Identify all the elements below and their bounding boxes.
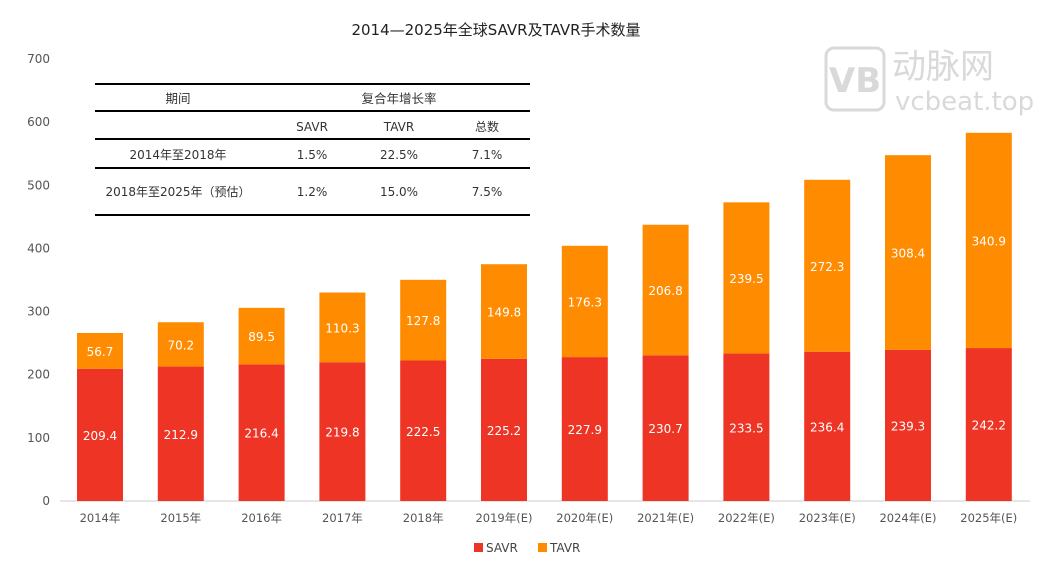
bar-savr [642,355,689,501]
data-label-savr: 209.4 [83,429,117,443]
y-tick-label: 500 [27,178,50,192]
legend-label-savr: SAVR [486,541,518,555]
bar-savr [723,353,770,501]
bar-savr [885,349,931,501]
chart-title: 2014—2025年全球SAVR及TAVR手术数量 [351,21,640,39]
legend-label-tavr: TAVR [549,541,580,555]
bar-tavr [804,179,851,352]
table-header-period: 期间 [165,91,190,106]
table-cell: 2014年至2018年 [129,148,226,162]
data-label-savr: 239.3 [891,419,925,433]
data-label-savr: 227.9 [568,423,602,437]
y-tick-label: 0 [42,494,50,508]
data-label-savr: 222.5 [406,425,440,439]
bar-savr [77,368,123,501]
bar-tavr [885,155,931,350]
x-tick-label: 2023年(E) [799,511,856,525]
table-cell: 2018年至2025年（预估） [105,185,250,199]
bar-savr [319,362,366,501]
table-subheader: TAVR [383,120,414,134]
bars: 209.4 56.7 212.9 70.2 216.4 89.5 219.8 110.3 222… [77,132,1012,501]
bar-tavr [481,264,527,359]
data-label-tavr: 70.2 [167,338,194,352]
data-label-savr: 242.2 [972,419,1006,433]
table-cell: 7.5% [472,185,503,199]
bar-tavr [723,202,770,354]
table-cell: 1.2% [297,185,328,199]
data-label-savr: 216.4 [244,427,278,441]
bar-savr [965,348,1012,501]
x-tick-labels: 2014年 2015年 2016年 2017年 2018年 2019年(E) 2020年(E… [80,511,1018,525]
data-label-tavr: 340.9 [972,234,1006,248]
data-label-tavr: 89.5 [248,330,275,344]
data-label-savr: 233.5 [729,421,763,435]
data-label-tavr: 110.3 [325,321,359,335]
data-label-tavr: 149.8 [487,306,521,320]
data-label-tavr: 176.3 [568,295,602,309]
table-subheader: SAVR [296,120,328,134]
x-tick-label: 2015年 [160,511,201,525]
table-header-cagr: 复合年增长率 [361,91,436,106]
y-tick-label: 200 [27,368,50,382]
cagr-table: 期间 复合年增长率 SAVR TAVR 总数 2014年至2018年 1.5% 22.5% 7.… [95,83,530,216]
y-tick-label: 300 [27,305,50,319]
bar-savr [561,357,608,501]
legend: SAVR TAVR [474,541,580,555]
bar-tavr [400,279,447,361]
x-tick-label: 2014年 [80,511,121,525]
table-cell: 1.5% [297,148,328,162]
data-label-tavr: 272.3 [810,260,844,274]
x-tick-label: 2022年(E) [718,511,775,525]
bar-tavr [238,307,285,365]
x-tick-label: 2018年 [403,511,444,525]
bar-savr [804,351,851,501]
legend-swatch-savr [474,543,483,552]
bar-savr [481,358,527,501]
x-tick-label: 2025年(E) [960,511,1017,525]
x-tick-label: 2024年(E) [879,511,936,525]
y-axis: 0 100 200 300 400 500 600 700 [27,52,50,508]
data-label-savr: 230.7 [648,422,682,436]
data-label-tavr: 308.4 [891,247,925,261]
table-cell: 7.1% [472,148,503,162]
y-tick-label: 400 [27,241,50,255]
watermark-logo [824,46,886,112]
table-subheader: 总数 [475,119,499,134]
y-tick-label: 600 [27,115,50,129]
bar-tavr [561,245,608,358]
watermark-cn: 动脉网 [892,47,994,87]
data-label-tavr: 206.8 [648,284,682,298]
x-tick-label: 2021年(E) [637,511,694,525]
watermark: VB 动脉网 vcbeat.top [824,46,1034,117]
x-tick-label: 2020年(E) [556,511,613,525]
data-label-tavr: 56.7 [87,345,114,359]
data-label-savr: 212.9 [164,428,198,442]
bar-tavr [319,292,366,363]
watermark-url: vcbeat.top [895,87,1034,117]
bar-tavr [157,322,204,367]
table-cell: 22.5% [380,148,418,162]
data-label-savr: 219.8 [325,426,359,440]
bar-tavr [642,224,689,356]
bar-tavr [77,332,123,369]
x-tick-label: 2016年 [241,511,282,525]
data-label-tavr: 127.8 [406,314,440,328]
data-label-savr: 225.2 [487,424,521,438]
bar-tavr [965,132,1012,349]
legend-swatch-tavr [538,543,547,552]
x-tick-label: 2019年(E) [475,511,532,525]
bar-savr [238,364,285,501]
data-label-tavr: 239.5 [729,272,763,286]
bar-savr [157,366,204,501]
y-tick-label: 100 [27,431,50,445]
watermark-logo-text: VB [829,61,881,101]
x-tick-label: 2017年 [322,511,363,525]
table-cell: 15.0% [380,185,418,199]
y-tick-label: 700 [27,52,50,66]
bar-savr [400,360,447,501]
data-label-savr: 236.4 [810,420,844,434]
